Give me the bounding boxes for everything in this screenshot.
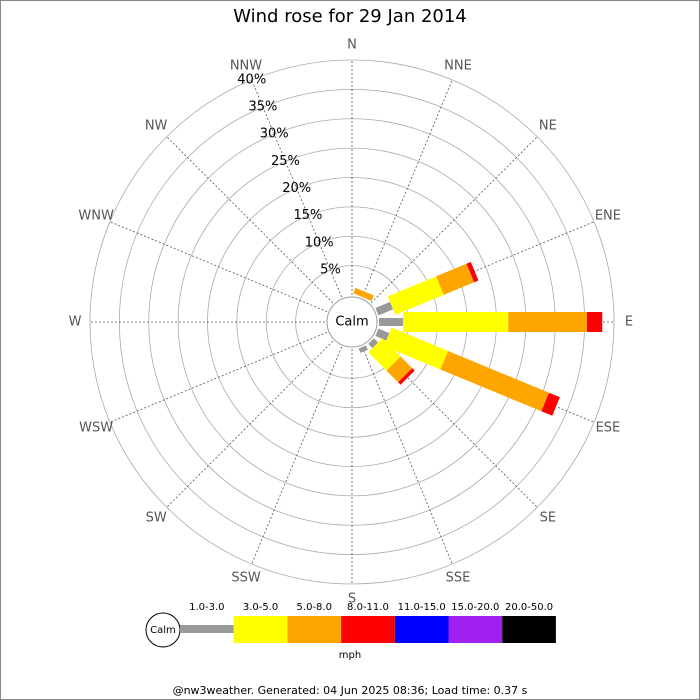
legend-swatch	[502, 616, 556, 643]
chart-title: Wind rose for 29 Jan 2014	[233, 6, 467, 27]
legend-swatch	[341, 616, 395, 643]
legend-swatch	[180, 625, 234, 633]
direction-label: WSW	[79, 421, 113, 436]
direction-label: SE	[540, 510, 556, 525]
direction-label: SW	[146, 510, 167, 525]
legend-unit: mph	[339, 650, 361, 661]
r-tick-label: 30%	[260, 127, 289, 142]
spoke	[376, 221, 595, 313]
bar-segment	[368, 338, 379, 349]
bar-segment	[436, 263, 475, 295]
direction-label: NW	[145, 119, 168, 134]
legend-swatch	[287, 616, 342, 643]
direction-label: E	[625, 315, 633, 330]
footer: @nw3weather. Generated: 04 Jun 2025 08:3…	[173, 684, 528, 697]
r-tick-label: 35%	[249, 100, 278, 115]
bar-segment	[368, 338, 401, 371]
bar-segment	[541, 392, 560, 416]
calm-label: Calm	[335, 315, 368, 330]
bar-segment	[586, 312, 603, 332]
direction-label: NNW	[230, 59, 262, 74]
calm-circle	[326, 296, 378, 348]
legend-calm-label: Calm	[150, 625, 176, 636]
bar-segment	[466, 261, 479, 283]
legend-swatch	[394, 616, 449, 643]
r-tick-label: 40%	[237, 72, 266, 87]
spoke	[166, 340, 334, 508]
spoke	[251, 79, 343, 298]
bar-segment	[375, 328, 390, 341]
direction-label: WNW	[78, 208, 114, 223]
direction-label: ENE	[595, 208, 621, 223]
spoke	[166, 136, 334, 304]
bar-segment	[353, 287, 374, 301]
spoke	[361, 79, 453, 298]
r-tick-label: 25%	[271, 154, 300, 169]
bar-segment	[379, 318, 404, 326]
spoke	[109, 221, 328, 313]
r-tick-label: 5%	[320, 262, 341, 277]
legend-label: 3.0-5.0	[243, 602, 278, 613]
bar-segment	[386, 356, 413, 383]
legend-label: 20.0-50.0	[505, 602, 553, 613]
bar-segment	[375, 301, 394, 316]
direction-label: NE	[539, 119, 557, 134]
grid-ring	[89, 59, 615, 585]
bar-segment	[440, 350, 550, 412]
r-tick-label: 10%	[305, 235, 334, 250]
direction-label: N	[347, 38, 357, 53]
spoke	[370, 136, 538, 304]
bar-segment	[508, 312, 587, 332]
direction-label: NNE	[444, 59, 472, 74]
legend-label: 15.0-20.0	[451, 602, 499, 613]
direction-label: S	[348, 592, 356, 607]
spoke	[370, 340, 538, 508]
bar-segment	[387, 276, 444, 315]
spoke	[109, 331, 328, 423]
bar-segment	[383, 327, 449, 370]
direction-label: ESE	[596, 421, 621, 436]
direction-label: W	[69, 315, 82, 330]
legend-swatch	[233, 616, 288, 643]
spoke	[251, 346, 343, 565]
r-tick-label: 15%	[293, 208, 322, 223]
legend-label: 8.0-11.0	[347, 602, 389, 613]
direction-label: SSW	[231, 570, 261, 585]
legend-label: 5.0-8.0	[297, 602, 332, 613]
bar-segment	[398, 368, 415, 385]
legend-label: 11.0-15.0	[398, 602, 446, 613]
bar-segment	[358, 345, 368, 353]
direction-label: SSE	[446, 570, 471, 585]
r-tick-label: 20%	[282, 181, 311, 196]
legend-label: 1.0-3.0	[189, 602, 224, 613]
bar-segment	[403, 312, 509, 332]
legend-swatch	[448, 616, 503, 643]
spoke	[361, 346, 453, 565]
